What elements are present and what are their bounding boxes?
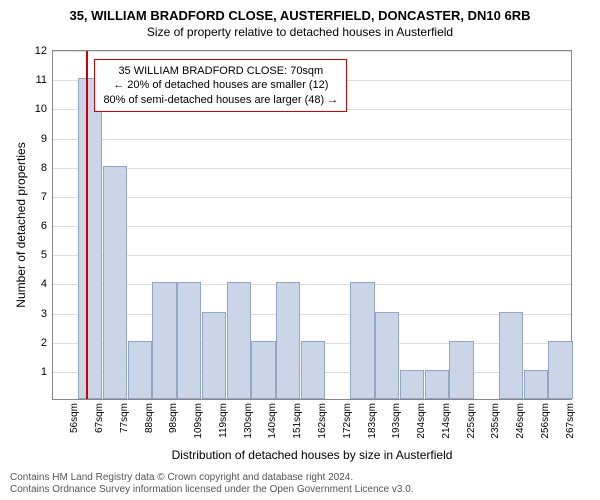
y-tick-label: 8: [41, 162, 47, 174]
x-tick-label: 246sqm: [515, 403, 526, 439]
histogram-bar: [425, 370, 449, 399]
histogram-bar: [202, 312, 226, 400]
x-tick-label: 119sqm: [218, 403, 229, 438]
x-tick-label: 98sqm: [168, 403, 179, 433]
histogram-bar: [276, 282, 300, 399]
histogram-bar: [375, 312, 399, 400]
x-tick-label: 193sqm: [391, 403, 402, 439]
histogram-bar: [350, 282, 374, 399]
y-tick-label: 1: [41, 366, 47, 378]
y-tick-label: 11: [36, 74, 47, 86]
grid-line: [53, 168, 571, 169]
annotation-line: 35 WILLIAM BRADFORD CLOSE: 70sqm: [103, 64, 338, 78]
annotation-line: 80% of semi-detached houses are larger (…: [103, 93, 338, 107]
histogram-bar: [78, 78, 102, 399]
y-tick-label: 6: [41, 220, 47, 232]
histogram-bar: [152, 282, 176, 399]
grid-line: [53, 226, 571, 227]
x-tick-label: 256sqm: [540, 403, 551, 439]
annotation-box: 35 WILLIAM BRADFORD CLOSE: 70sqm← 20% of…: [94, 59, 347, 112]
y-tick-label: 12: [35, 45, 47, 57]
y-tick-label: 10: [35, 103, 47, 115]
histogram-bar: [449, 341, 473, 399]
x-tick-label: 140sqm: [267, 403, 278, 439]
grid-line: [53, 197, 571, 198]
x-tick-label: 67sqm: [94, 403, 105, 433]
chart-subtitle: Size of property relative to detached ho…: [0, 23, 600, 39]
y-tick-label: 4: [41, 278, 47, 290]
grid-line: [53, 284, 571, 285]
x-tick-label: 225sqm: [466, 403, 477, 439]
grid-line: [53, 314, 571, 315]
histogram-bar: [524, 370, 548, 399]
x-tick-label: 56sqm: [69, 403, 80, 433]
histogram-bar: [251, 341, 275, 399]
y-tick-label: 7: [41, 191, 47, 203]
y-tick-label: 5: [41, 249, 47, 261]
grid-line: [53, 255, 571, 256]
histogram-bar: [301, 341, 325, 399]
x-tick-label: 109sqm: [193, 403, 204, 439]
histogram-bar: [548, 341, 572, 399]
histogram-bar: [227, 282, 251, 399]
plot-region: 12345678910111256sqm67sqm77sqm88sqm98sqm…: [52, 50, 572, 400]
x-tick-label: 77sqm: [119, 403, 130, 433]
property-marker-line: [86, 51, 88, 399]
y-tick-label: 3: [41, 308, 47, 320]
x-tick-label: 235sqm: [490, 403, 501, 439]
attribution-footer: Contains HM Land Registry data © Crown c…: [10, 472, 414, 496]
x-tick-label: 214sqm: [441, 403, 452, 439]
y-tick-label: 9: [41, 133, 47, 145]
x-tick-label: 88sqm: [144, 403, 155, 433]
x-axis-label: Distribution of detached houses by size …: [52, 448, 572, 462]
x-tick-label: 267sqm: [565, 403, 576, 439]
histogram-bar: [103, 166, 127, 399]
x-tick-label: 162sqm: [317, 403, 328, 439]
x-tick-label: 183sqm: [367, 403, 378, 439]
x-tick-label: 130sqm: [243, 403, 254, 439]
y-axis-label: Number of detached properties: [14, 50, 28, 400]
histogram-bar: [400, 370, 424, 399]
annotation-line: ← 20% of detached houses are smaller (12…: [103, 78, 338, 92]
chart-area: 12345678910111256sqm67sqm77sqm88sqm98sqm…: [52, 50, 572, 400]
grid-line: [53, 139, 571, 140]
x-tick-label: 172sqm: [342, 403, 353, 439]
y-tick-label: 2: [41, 337, 47, 349]
histogram-bar: [177, 282, 201, 399]
histogram-bar: [128, 341, 152, 399]
chart-title: 35, WILLIAM BRADFORD CLOSE, AUSTERFIELD,…: [0, 0, 600, 23]
grid-line: [53, 51, 571, 52]
histogram-bar: [499, 312, 523, 400]
x-tick-label: 151sqm: [292, 403, 303, 439]
x-tick-label: 204sqm: [416, 403, 427, 439]
